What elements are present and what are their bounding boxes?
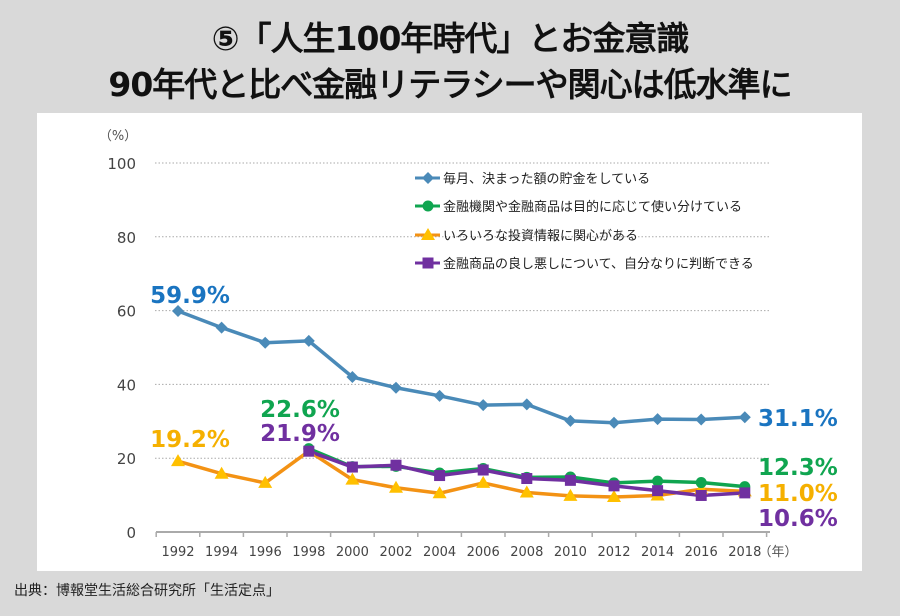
x-tick-label: 2004 (423, 545, 456, 560)
title-line-2: 90年代と比べ金融リテラシーや関心は低水準に (108, 65, 792, 104)
square-marker (477, 464, 489, 476)
triangle-marker (258, 475, 273, 488)
square-marker (695, 489, 707, 501)
x-tick-label: 1992 (161, 545, 194, 560)
diamond-marker (422, 172, 434, 184)
x-tick-label: 2008 (510, 545, 543, 560)
y-tick-label: 60 (117, 303, 136, 321)
title-line-1: ⑤「人生100年時代」とお金意識 (211, 19, 690, 58)
x-tick-label: 2018 (728, 545, 761, 560)
y-axis-unit-label: （%） (99, 129, 137, 144)
x-tick-label: 1996 (249, 545, 282, 560)
x-tick-label: 2016 (685, 545, 718, 560)
x-tick-label: 2012 (597, 545, 630, 560)
data-labels: 59.9% 31.1% 22.6% 12.3% 19.2% 11.0% 21.9% 10.6% (150, 283, 838, 532)
diamond-marker (477, 399, 490, 412)
data-label: 10.6% (758, 506, 838, 532)
diamond-marker (302, 334, 315, 347)
x-axis: 1992 1994 1996 1998 2000 2002 2004 2006 2008 2010… (155, 531, 770, 560)
x-tick-label: 2010 (554, 545, 587, 560)
data-label: 22.6% (260, 397, 340, 423)
triangle-marker (345, 472, 360, 485)
x-tick-label: 2000 (336, 545, 369, 560)
diamond-marker (172, 304, 184, 317)
diamond-marker (259, 336, 272, 349)
data-label: 21.9% (260, 421, 340, 447)
series-line-2 (177, 449, 745, 499)
legend-item-label: 金融商品の良し悪しについて、自分なりに判断できる (443, 256, 754, 272)
square-marker (434, 470, 446, 482)
x-tick-label: 2006 (467, 545, 500, 560)
y-tick-label: 20 (117, 450, 136, 468)
square-marker (652, 485, 664, 497)
x-tick-label: 1994 (205, 545, 238, 560)
gridlines: 0 20 40 60 80 100 (107, 155, 770, 542)
square-marker (564, 474, 576, 486)
diamond-marker (346, 371, 359, 384)
square-marker (422, 257, 434, 269)
data-label: 31.1% (758, 406, 838, 432)
x-tick-label: 2002 (379, 545, 412, 560)
triangle-marker (214, 466, 229, 479)
x-axis-unit-label: （年） (758, 545, 797, 560)
square-marker (521, 472, 533, 484)
diamond-marker (390, 381, 402, 394)
legend-item-label: 毎月、決まった額の貯金をしている (443, 171, 650, 187)
x-tick-label: 2014 (641, 545, 674, 560)
triangle-marker (421, 228, 435, 240)
data-label: 12.3% (758, 455, 838, 481)
square-marker (303, 445, 315, 457)
y-tick-label: 40 (117, 376, 136, 394)
data-label: 59.9% (150, 283, 230, 309)
legend-item-label: 金融機関や金融商品は目的に応じて使い分けている (443, 199, 742, 215)
diamond-marker (564, 414, 577, 427)
square-marker (739, 487, 751, 499)
triangle-marker (476, 475, 491, 488)
x-tick-label: 1998 (292, 545, 325, 560)
series-line-0 (177, 309, 745, 425)
data-label: 19.2% (150, 427, 230, 453)
diamond-marker (651, 413, 664, 426)
triangle-marker (607, 489, 621, 502)
diamond-marker (215, 321, 228, 334)
diamond-marker (433, 389, 446, 402)
square-marker (608, 480, 620, 492)
triangle-marker (171, 454, 185, 467)
triangle-marker (389, 480, 403, 493)
legend: 毎月、決まった額の貯金をしている金融機関や金融商品は目的に応じて使い分けているい… (415, 171, 754, 272)
circle-marker (422, 200, 434, 212)
y-tick-label: 80 (117, 229, 136, 247)
y-tick-label: 100 (107, 155, 136, 173)
circle-marker (695, 477, 707, 489)
triangle-marker (432, 486, 447, 499)
square-marker (346, 461, 358, 473)
diamond-marker (695, 413, 708, 426)
y-tick-label: 0 (126, 524, 136, 542)
diamond-marker (738, 411, 751, 424)
data-label: 11.0% (758, 481, 838, 507)
source-note: 出典：博報堂生活総合研究所「生活定点」 (14, 583, 280, 599)
diamond-marker (608, 416, 620, 429)
diamond-marker (520, 398, 533, 411)
triangle-marker (563, 488, 578, 501)
triangle-marker (519, 485, 534, 498)
series-markers (171, 304, 752, 502)
square-marker (390, 459, 402, 471)
circle-marker (652, 475, 664, 487)
legend-item-label: いろいろな投資情報に関心がある (443, 228, 638, 244)
